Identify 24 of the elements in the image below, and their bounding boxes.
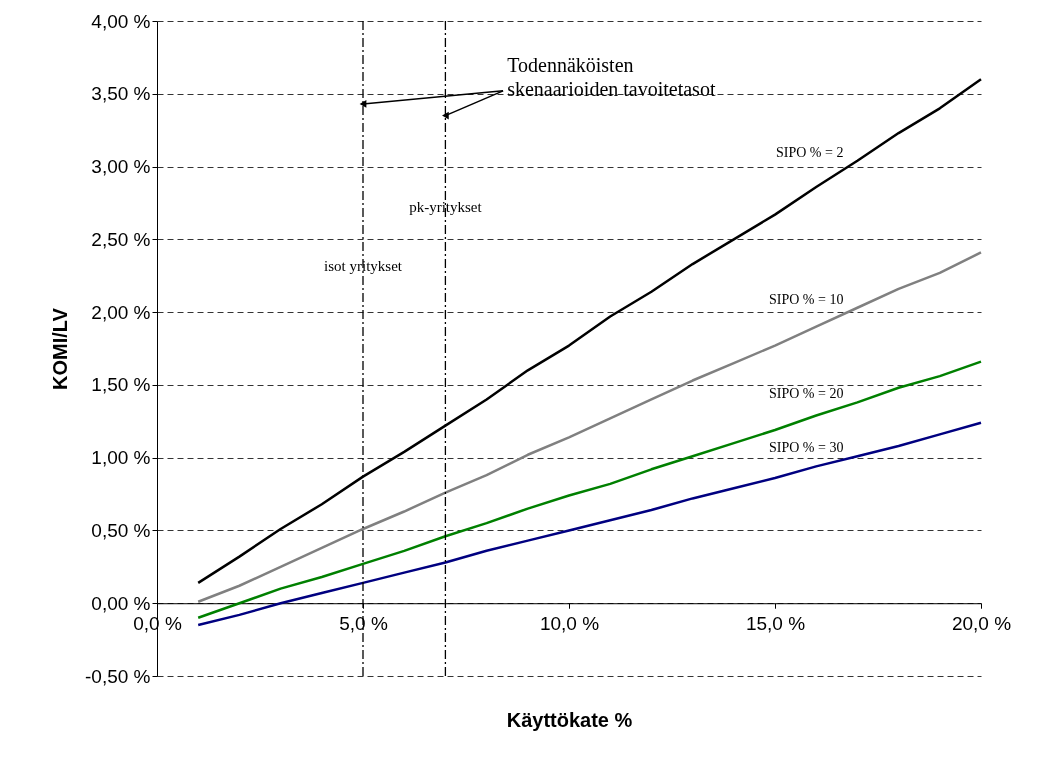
series-label: SIPO % = 10 [768, 291, 844, 307]
y-tick-label: -0,50 % [85, 665, 151, 687]
y-tick-label: 0,50 % [91, 519, 151, 541]
ref-line-label: isot yritykset [324, 257, 403, 274]
x-tick-label: 15,0 % [745, 612, 806, 634]
y-tick-label: 2,50 % [91, 228, 151, 250]
line-series [196, 251, 983, 604]
x-tick-label: 10,0 % [539, 612, 600, 634]
y-tick-label: 1,00 % [91, 447, 151, 469]
series-label: SIPO % = 30 [768, 440, 844, 456]
y-tick-label: 0,00 % [91, 592, 151, 614]
series-label: SIPO % = 2 [775, 144, 844, 160]
x-tick-label: 5,0 % [339, 612, 388, 634]
y-axis-title: KOMI/LV [49, 307, 72, 390]
x-axis-title: Käyttökate % [506, 708, 633, 731]
x-tick-label: 20,0 % [951, 612, 1012, 634]
y-tick-label: 1,50 % [91, 374, 151, 396]
y-tick-label: 2,00 % [91, 301, 151, 323]
y-tick-label: 3,50 % [91, 83, 151, 105]
y-tick-label: 3,00 % [91, 156, 151, 178]
y-tick-label: 4,00 % [91, 10, 151, 32]
annotation: Todennäköisten skenaarioiden tavoitetasot [507, 53, 716, 100]
series-label: SIPO % = 20 [768, 386, 844, 402]
ref-line-label: pk-yritykset [409, 199, 483, 216]
